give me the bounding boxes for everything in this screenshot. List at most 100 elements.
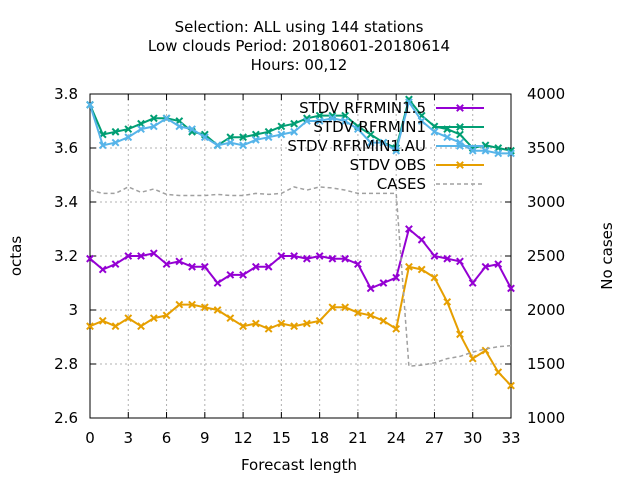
- data-point: [111, 322, 120, 331]
- series-2: [86, 98, 515, 158]
- data-point: [379, 316, 388, 325]
- data-point: [481, 262, 490, 271]
- data-point: [366, 138, 375, 147]
- y-tick-label: 2.8: [54, 355, 78, 373]
- data-point: [354, 260, 362, 269]
- data-point: [430, 273, 439, 282]
- data-point: [137, 125, 145, 134]
- x-tick-label: 30: [463, 429, 482, 447]
- x-tick-label: 33: [501, 429, 520, 447]
- data-point: [239, 270, 247, 279]
- data-point: [354, 125, 362, 134]
- chart-title-line-3: Hours: 00,12: [251, 56, 348, 74]
- legend-label: CASES: [377, 175, 426, 193]
- series-line: [89, 186, 512, 368]
- data-point: [200, 303, 209, 312]
- data-point: [251, 135, 260, 144]
- data-point: [468, 146, 477, 155]
- x-tick-label: 24: [387, 429, 406, 447]
- data-point: [468, 354, 477, 363]
- data-point: [175, 122, 184, 131]
- data-point: [379, 279, 388, 287]
- legend-label: STDV RFRMIN1.AU: [287, 137, 426, 155]
- axis-ticks: 0 3 6 9 12 15 18 21 24 27 30 33 2.6 2.8 3 3.2 3.4 3.6 3.8 1…: [54, 85, 565, 447]
- x-tick-label: 0: [85, 429, 95, 447]
- data-point: [392, 273, 401, 282]
- data-point: [239, 141, 247, 150]
- y2-tick-label: 1000: [527, 409, 565, 427]
- data-point: [315, 117, 324, 125]
- y-tick-label: 3: [68, 301, 78, 319]
- data-point: [366, 284, 375, 293]
- series-line: [89, 227, 512, 290]
- data-point: [315, 252, 324, 260]
- data-point: [124, 252, 133, 260]
- data-point: [98, 316, 107, 325]
- data-point: [290, 119, 299, 128]
- data-point: [226, 270, 235, 279]
- data-point: [175, 257, 184, 266]
- data-point: [328, 114, 337, 123]
- legend-marker: [456, 161, 464, 169]
- data-point: [149, 314, 158, 323]
- data-point: [290, 127, 299, 136]
- data-point: [443, 297, 452, 306]
- series-line: [89, 265, 512, 387]
- data-point: [162, 311, 171, 320]
- data-point: [430, 127, 439, 136]
- data-point: [277, 319, 286, 328]
- data-point: [328, 303, 337, 312]
- data-point: [290, 252, 299, 260]
- data-point: [239, 322, 247, 331]
- data-point: [264, 262, 273, 271]
- data-point: [111, 138, 120, 147]
- x-tick-label: 27: [425, 429, 444, 447]
- data-point: [86, 100, 94, 109]
- data-point: [98, 265, 107, 274]
- data-point: [443, 133, 452, 142]
- data-point: [149, 114, 158, 123]
- data-point: [494, 368, 503, 377]
- data-point: [124, 314, 133, 323]
- data-point: [290, 322, 299, 331]
- data-point: [481, 146, 490, 155]
- x-tick-label: 3: [123, 429, 133, 447]
- legend-marker: [456, 123, 464, 131]
- data-point: [366, 311, 375, 320]
- data-point: [392, 146, 401, 155]
- data-point: [124, 125, 133, 134]
- x-axis-label: Forecast length: [241, 456, 357, 474]
- data-point: [111, 127, 120, 136]
- data-point: [162, 260, 171, 269]
- data-point: [456, 130, 464, 139]
- y2-axis-label: No cases: [598, 222, 616, 290]
- data-point: [188, 125, 196, 134]
- data-point: [213, 141, 222, 150]
- y2-tick-label: 3500: [527, 139, 565, 157]
- data-point: [405, 262, 413, 271]
- data-point: [200, 133, 209, 142]
- data-point: [149, 249, 158, 258]
- y-tick-label: 3.4: [54, 193, 78, 211]
- data-point: [456, 257, 464, 266]
- data-point: [213, 306, 222, 314]
- data-point: [507, 381, 515, 390]
- chart-title-line-1: Selection: ALL using 144 stations: [175, 18, 424, 36]
- y-tick-label: 3.8: [54, 85, 78, 103]
- data-point: [341, 303, 350, 312]
- y2-tick-label: 2500: [527, 247, 565, 265]
- y2-tick-label: 3000: [527, 193, 565, 211]
- series-0: [86, 225, 515, 293]
- series-line: [89, 99, 511, 155]
- data-point: [277, 130, 286, 139]
- data-point: [507, 149, 515, 158]
- series-3: [86, 262, 515, 390]
- data-point: [405, 225, 413, 233]
- data-point: [264, 324, 273, 333]
- data-point: [405, 98, 413, 107]
- data-point: [507, 284, 515, 293]
- data-point: [124, 133, 133, 142]
- data-point: [226, 138, 235, 147]
- data-point: [251, 262, 260, 271]
